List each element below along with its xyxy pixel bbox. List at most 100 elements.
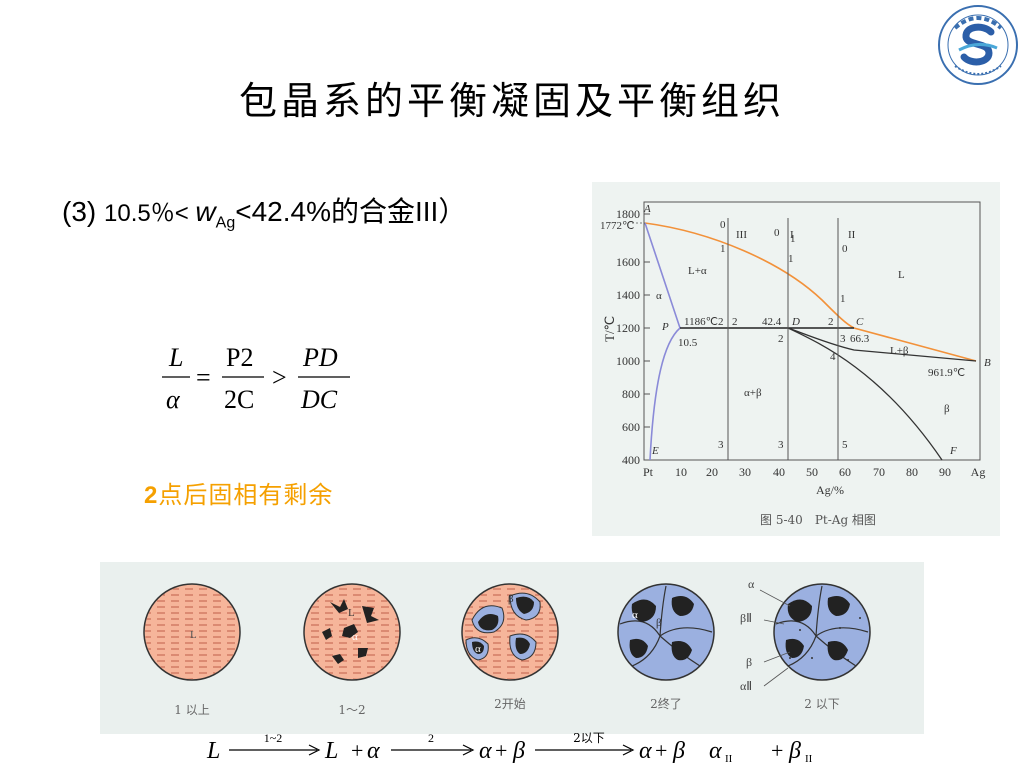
region-l-alpha: L+α: [688, 265, 707, 277]
alloy-iii-pt2: 2: [732, 316, 738, 328]
remaining-solid-note: 2点后固相有剩余: [144, 475, 333, 510]
point-e: E: [651, 445, 659, 457]
reaction-alpha: α: [367, 738, 380, 764]
reaction-liquid: L: [206, 738, 220, 764]
eq-rhs-den: DC: [300, 385, 338, 414]
micro-caption-3: 2开始: [494, 697, 526, 711]
temp-1186: 1186℃: [684, 316, 718, 328]
composition-10-5: 10.5: [678, 337, 698, 349]
reaction-alpha-ii: α: [709, 738, 722, 764]
x-tick-60: 60: [839, 465, 851, 479]
point-d: D: [791, 316, 800, 328]
temp-1772: 1772℃: [600, 220, 634, 232]
reaction-beta-2: β: [672, 738, 685, 764]
point-a: A: [643, 203, 651, 215]
reaction-sequence: L L α α β α β α β + + + + II II 1~2 2 2以…: [206, 731, 813, 765]
x-tick-ag: Ag: [971, 465, 986, 479]
micro-caption-5: 2 以下: [804, 697, 839, 711]
reaction-sub-ii-a: II: [725, 753, 733, 765]
point-c: C: [856, 316, 864, 328]
point-f: F: [949, 445, 957, 457]
micro5-beta-label: β: [746, 655, 752, 669]
micro-stage-4: α β: [617, 583, 715, 681]
arrow-label-3: 2以下: [573, 731, 605, 745]
micro-stage-2: L α: [303, 583, 401, 681]
micro-stage-5: α βⅡ β αⅡ: [740, 577, 871, 693]
reaction-plus-3: +: [655, 738, 667, 763]
reaction-sub-ii-b: II: [805, 753, 813, 765]
y-tick-1200: 1200: [616, 321, 640, 335]
alloy-index: (3): [62, 196, 97, 227]
composition-66-3: 66.3: [850, 333, 870, 345]
alloy-iii-pt1: 1: [720, 243, 726, 255]
alloy-ii-pt5: 5: [842, 439, 848, 451]
x-axis-label: Ag/%: [816, 483, 844, 497]
reaction-plus-2: +: [495, 738, 507, 763]
diagram-caption: 图 5-40 Pt-Ag 相图: [760, 513, 876, 527]
alpha-solidus-line: [644, 222, 681, 329]
temp-961: 961.9℃: [928, 367, 965, 379]
micro3-alpha-label: α: [475, 643, 481, 655]
alloy-iii-label: III: [736, 229, 747, 241]
reaction-alpha-3: α: [639, 738, 652, 764]
y-tick-1400: 1400: [616, 288, 640, 302]
eq-mid-num: P2: [226, 343, 253, 372]
x-tick-40: 40: [773, 465, 785, 479]
point-p: P: [661, 321, 669, 333]
micro-caption-1: 1 以上: [174, 703, 209, 717]
x-tick-90: 90: [939, 465, 951, 479]
alloy-ii-pt2: 2: [828, 316, 834, 328]
note-point: 2: [144, 482, 159, 509]
micro2-liquid-label: L: [348, 607, 355, 619]
micro4-alpha-label: α: [632, 609, 638, 621]
reaction-alpha-2: α: [479, 738, 492, 764]
micro3-beta-label: β: [508, 593, 514, 605]
note-text: 点后固相有剩余: [158, 481, 334, 509]
slide-title: 包晶系的平衡凝固及平衡组织: [238, 79, 785, 123]
alloy-ii-pt4: 4: [830, 351, 836, 363]
composition-42-4: 42.4: [762, 316, 782, 328]
university-logo: [938, 5, 1018, 85]
region-alpha: α: [656, 290, 662, 302]
micro-stage-1: L: [143, 583, 241, 681]
mass-fraction-subscript: Ag: [215, 214, 236, 232]
mass-fraction-symbol: w: [195, 196, 216, 227]
micro-caption-4: 2终了: [650, 696, 682, 711]
alloy-ii-pt0: 0: [842, 243, 848, 255]
alloy-i-pt1b: 1: [790, 233, 796, 245]
x-tick-pt: Pt: [643, 465, 654, 479]
x-tick-30: 30: [739, 465, 751, 479]
micro5-alpha-label: α: [748, 577, 755, 591]
eq-greater: >: [272, 363, 287, 392]
beta-solidus-line: [787, 327, 977, 362]
eq-rhs-num: PD: [302, 343, 338, 372]
y-tick-1600: 1600: [616, 255, 640, 269]
alloy-iii-pt3: 3: [718, 439, 724, 451]
y-tick-1800: 1800: [616, 207, 640, 221]
y-tick-1000: 1000: [616, 354, 640, 368]
reaction-beta: β: [512, 738, 525, 764]
alloy-range-start: 10.5％<: [104, 200, 196, 227]
micro-caption-2: 1～2: [338, 703, 365, 717]
arrow-label-1: 1~2: [264, 731, 283, 745]
alloy-iii-pt0: 0: [720, 219, 726, 231]
y-tick-800: 800: [622, 387, 640, 401]
reaction-liquid-2: L: [324, 738, 338, 764]
alloy-i-label: I: [790, 229, 794, 241]
x-tick-80: 80: [906, 465, 918, 479]
alloy-ii-pt1: 1: [840, 293, 846, 305]
alloy-description: (3) 10.5％< wAg<42.4%的合金III）: [62, 190, 466, 233]
region-beta: β: [944, 403, 950, 415]
reaction-plus-4: +: [771, 738, 783, 763]
alloy-i-pt1: 1: [788, 253, 794, 265]
eq-lhs-num: L: [168, 343, 183, 372]
eq-lhs-den: α: [166, 385, 181, 414]
micro2-alpha-label: α: [352, 631, 358, 643]
alloy-i-pt0: 0: [774, 227, 780, 239]
x-tick-20: 20: [706, 465, 718, 479]
microstructure-panel: L L α α β α β: [100, 562, 924, 734]
beta-solvus-line: [787, 327, 943, 461]
point-b: B: [984, 357, 991, 369]
micro5-beta-ii-label: βⅡ: [740, 611, 752, 625]
y-tick-400: 400: [622, 453, 640, 467]
